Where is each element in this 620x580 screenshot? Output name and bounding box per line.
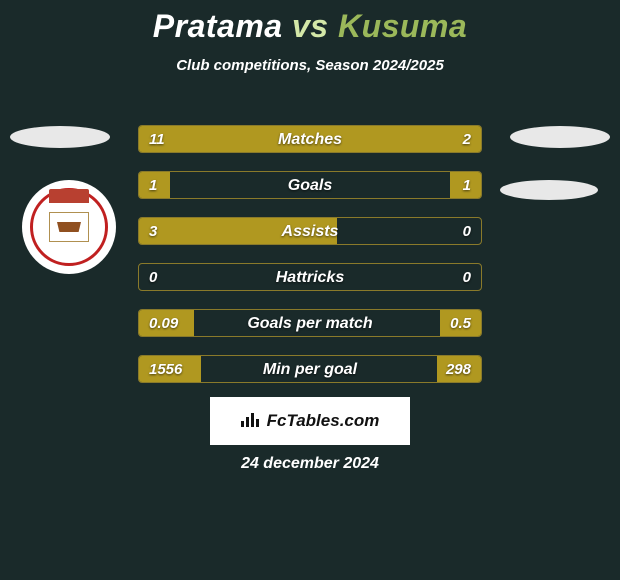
stat-row-mpg: 1556 Min per goal 298 [138, 355, 482, 383]
stat-label: Min per goal [139, 356, 481, 383]
stat-row-assists: 3 Assists 0 [138, 217, 482, 245]
player1-badge-placeholder [10, 126, 110, 148]
stat-right-value: 0 [463, 218, 471, 245]
player1-club-badge [22, 180, 116, 274]
stat-right-value: 298 [446, 356, 471, 383]
stat-bars: 11 Matches 2 1 Goals 1 3 Assists 0 0 Hat… [138, 125, 482, 401]
stat-right-value: 0 [463, 264, 471, 291]
player1-name: Pratama [153, 8, 283, 44]
boat-icon [57, 222, 81, 232]
bars-logo-icon [241, 411, 261, 432]
stat-right-value: 2 [463, 126, 471, 153]
player2-name: Kusuma [338, 8, 467, 44]
stat-label: Matches [139, 126, 481, 153]
stat-right-value: 1 [463, 172, 471, 199]
stat-row-matches: 11 Matches 2 [138, 125, 482, 153]
stat-right-value: 0.5 [450, 310, 471, 337]
player2-badge-placeholder [510, 126, 610, 148]
date-label: 24 december 2024 [0, 455, 620, 473]
stat-label: Goals per match [139, 310, 481, 337]
club-badge-center [49, 212, 89, 242]
club-badge-ring [30, 188, 108, 266]
stat-row-gpm: 0.09 Goals per match 0.5 [138, 309, 482, 337]
club-badge-brick-icon [49, 189, 89, 203]
stat-label: Hattricks [139, 264, 481, 291]
stat-row-goals: 1 Goals 1 [138, 171, 482, 199]
fctables-badge[interactable]: FcTables.com [210, 397, 410, 445]
stat-row-hattricks: 0 Hattricks 0 [138, 263, 482, 291]
stat-label: Goals [139, 172, 481, 199]
vs-label: vs [292, 8, 329, 44]
comparison-title: Pratama vs Kusuma [0, 0, 620, 45]
stat-label: Assists [139, 218, 481, 245]
fctables-label: FcTables.com [267, 411, 380, 431]
subtitle: Club competitions, Season 2024/2025 [0, 57, 620, 74]
player2-club-placeholder [500, 180, 598, 200]
